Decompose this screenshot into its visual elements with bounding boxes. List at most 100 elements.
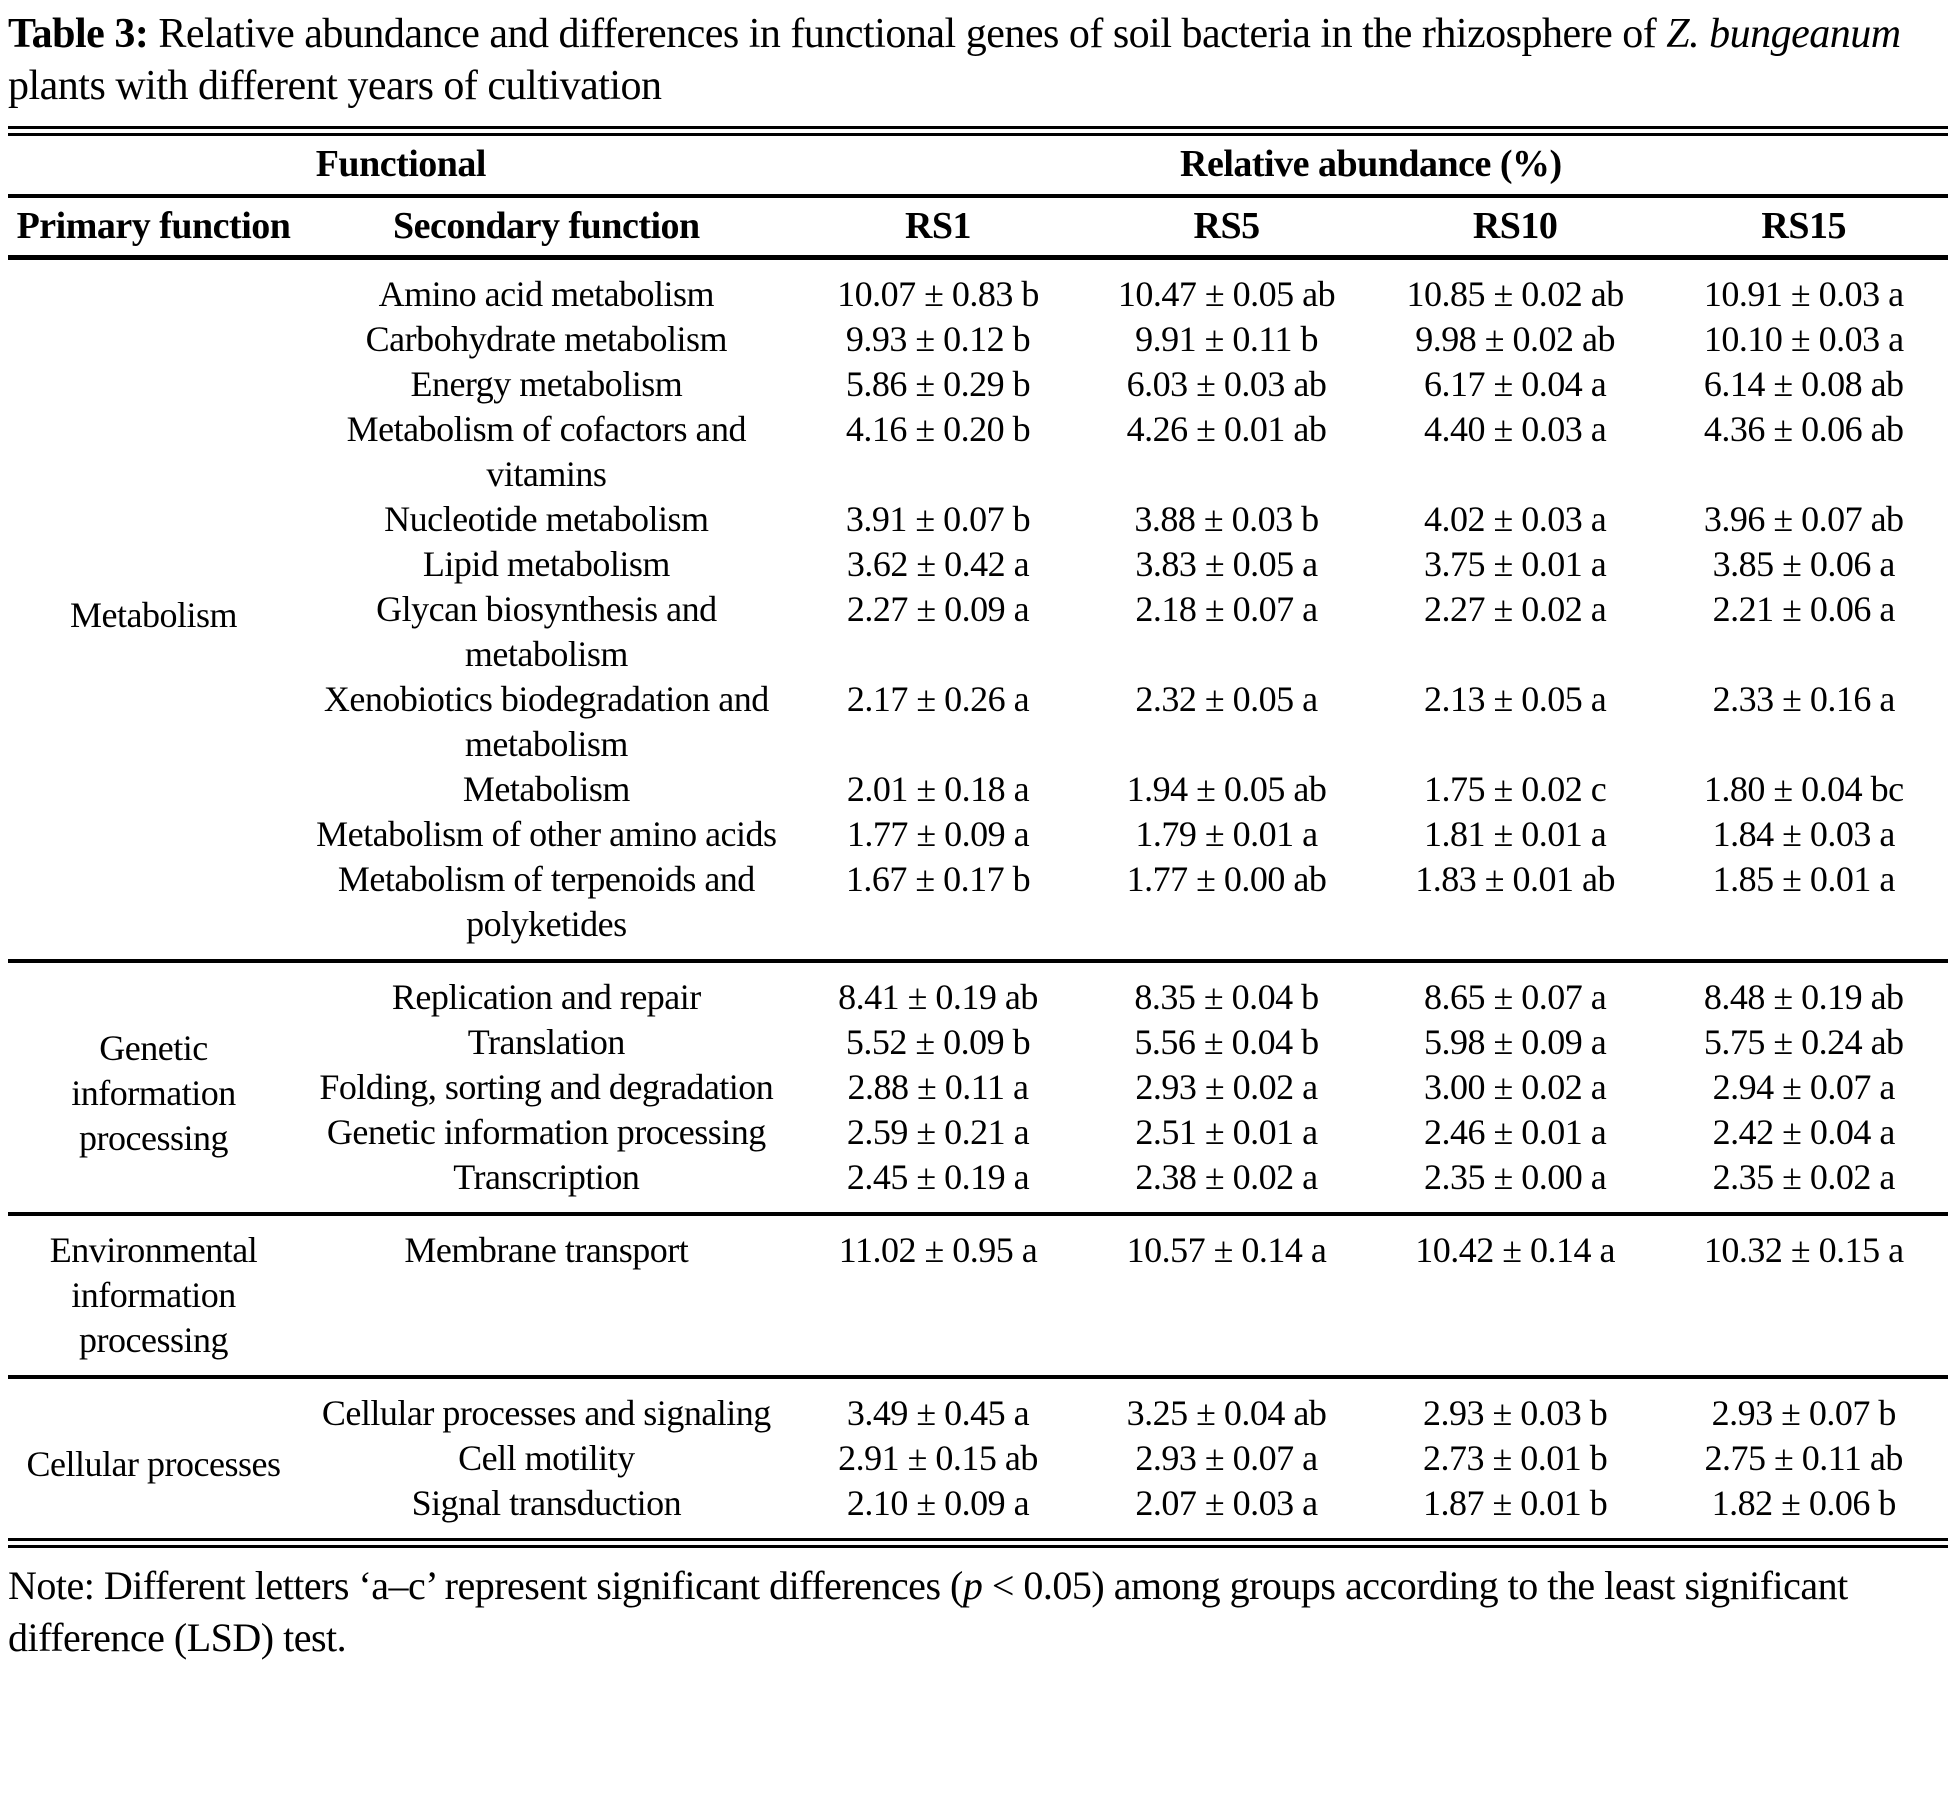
value-cell-rs5: 3.88 ± 0.03 b	[1134, 499, 1319, 540]
value-cell-rs1: 3.49 ± 0.45 a	[846, 1393, 1030, 1434]
table-row: Glycan biosynthesis and metabolism 2.27 ±…	[8, 587, 1948, 677]
secondary-function-cell: Transcription	[453, 1157, 640, 1198]
table-section-0: Metabolism Amino acid metabolism 10.07 ± 0…	[8, 257, 1948, 962]
value-cell-rs15: 5.75 ± 0.24 ab	[1703, 1022, 1904, 1063]
value-cell-rs10: 2.35 ± 0.00 a	[1423, 1157, 1607, 1198]
table-note: Note: Different letters ‘a–c’ represent …	[8, 1560, 1948, 1662]
value-cell-rs1: 2.45 ± 0.19 a	[846, 1157, 1030, 1198]
table-row: Genetic information processing Replicatio…	[8, 961, 1948, 1158]
value-cell-rs5: 1.79 ± 0.01 a	[1135, 814, 1318, 855]
value-cell-rs15: 3.96 ± 0.07 ab	[1703, 499, 1904, 540]
value-cell-rs5: 5.56 ± 0.04 b	[1134, 1022, 1319, 1063]
value-cell-rs5: 2.07 ± 0.03 a	[1135, 1483, 1318, 1524]
value-cell-rs10: 8.65 ± 0.07 a	[1423, 977, 1607, 1018]
caption-text: Relative abundance and differences in fu…	[148, 11, 1667, 57]
caption-text-tail: plants with different years of cultivati…	[8, 63, 662, 110]
value-cell-rs5: 2.18 ± 0.07 a	[1135, 589, 1318, 630]
value-cell-rs1: 1.77 ± 0.09 a	[846, 814, 1030, 855]
value-cell-rs5: 4.26 ± 0.01 ab	[1126, 409, 1327, 450]
secondary-function-cell: Xenobiotics biodegradation and metabolis…	[323, 679, 769, 765]
value-cell-rs10: 4.02 ± 0.03 a	[1423, 499, 1607, 540]
secondary-function-cell: Metabolism of cofactors and vitamins	[346, 409, 747, 495]
secondary-function-cell: Glycan biosynthesis and metabolism	[376, 589, 717, 675]
value-cell-rs1: 2.10 ± 0.09 a	[846, 1483, 1030, 1524]
value-cell-rs1: 11.02 ± 0.95 a	[838, 1230, 1038, 1271]
value-cell-rs1: 9.93 ± 0.12 b	[845, 319, 1031, 360]
table-row: Signal transduction 2.10 ± 0.09 a 2.07 ± 0…	[8, 1481, 1948, 1543]
table-row: Translation 5.52 ± 0.09 b 5.56 ± 0.04 b 5.9…	[8, 1020, 1948, 1065]
secondary-function-cell: Translation	[467, 1022, 626, 1063]
value-cell-rs15: 2.35 ± 0.02 a	[1712, 1157, 1896, 1198]
value-cell-rs5: 9.91 ± 0.11 b	[1135, 319, 1318, 360]
secondary-function-cell: Energy metabolism	[410, 364, 683, 405]
primary-function-cell: Genetic information processing	[71, 1028, 236, 1159]
table-row: Metabolism of terpenoids and polyketides…	[8, 857, 1948, 961]
column-header-rs1: RS1	[904, 204, 972, 247]
secondary-function-cell: Folding, sorting and degradation	[319, 1067, 774, 1108]
table-section-2: Environmental information processing Memb…	[8, 1214, 1948, 1377]
value-cell-rs15: 1.85 ± 0.01 a	[1712, 859, 1896, 900]
value-cell-rs1: 2.88 ± 0.11 a	[847, 1067, 1029, 1108]
table-row: Metabolism of other amino acids 1.77 ± 0.…	[8, 812, 1948, 857]
table-row: Metabolism 2.01 ± 0.18 a 1.94 ± 0.05 ab 1.7…	[8, 767, 1948, 812]
secondary-function-cell: Genetic information processing	[326, 1112, 766, 1153]
value-cell-rs5: 2.38 ± 0.02 a	[1135, 1157, 1318, 1198]
secondary-function-cell: Metabolism of terpenoids and polyketides	[337, 859, 755, 945]
value-cell-rs15: 2.75 ± 0.11 ab	[1704, 1438, 1903, 1479]
table-caption: Table 3: Relative abundance and differen…	[8, 8, 1948, 112]
primary-function-cell: Environmental information processing	[49, 1230, 258, 1361]
value-cell-rs15: 10.10 ± 0.03 a	[1703, 319, 1904, 360]
value-cell-rs5: 2.51 ± 0.01 a	[1135, 1112, 1318, 1153]
secondary-function-cell: Replication and repair	[391, 977, 701, 1018]
value-cell-rs10: 1.75 ± 0.02 c	[1423, 769, 1607, 810]
value-cell-rs15: 2.42 ± 0.04 a	[1712, 1112, 1896, 1153]
value-cell-rs1: 2.91 ± 0.15 ab	[838, 1438, 1038, 1479]
column-header-rs10: RS10	[1472, 204, 1558, 247]
value-cell-rs10: 6.17 ± 0.04 a	[1423, 364, 1607, 405]
table-row: Cellular processes Cellular processes and…	[8, 1377, 1948, 1484]
primary-function-cell: Cellular processes	[26, 1444, 281, 1485]
value-cell-rs5: 10.57 ± 0.14 a	[1126, 1230, 1327, 1271]
value-cell-rs5: 2.93 ± 0.02 a	[1135, 1067, 1318, 1108]
value-cell-rs15: 2.21 ± 0.06 a	[1712, 589, 1896, 630]
table-row: Energy metabolism 5.86 ± 0.29 b 6.03 ± 0.0…	[8, 362, 1948, 407]
value-cell-rs1: 8.41 ± 0.19 ab	[838, 977, 1038, 1018]
value-cell-rs1: 2.27 ± 0.09 a	[846, 589, 1030, 630]
value-cell-rs1: 1.67 ± 0.17 b	[845, 859, 1031, 900]
caption-label: Table 3:	[8, 11, 149, 57]
value-cell-rs15: 1.82 ± 0.06 b	[1711, 1483, 1897, 1524]
value-cell-rs10: 10.42 ± 0.14 a	[1415, 1230, 1615, 1271]
value-cell-rs10: 1.81 ± 0.01 a	[1423, 814, 1607, 855]
species-name: Z. bungeanum	[1666, 11, 1901, 57]
table-row: Transcription 2.45 ± 0.19 a 2.38 ± 0.02 a 2…	[8, 1155, 1948, 1214]
secondary-function-cell: Membrane transport	[404, 1230, 689, 1271]
value-cell-rs10: 3.00 ± 0.02 a	[1423, 1067, 1607, 1108]
secondary-function-cell: Lipid metabolism	[422, 544, 670, 585]
value-cell-rs1: 5.86 ± 0.29 b	[845, 364, 1031, 405]
group-header-functional: Functional	[315, 143, 487, 186]
table-row: Folding, sorting and degradation 2.88 ± 0…	[8, 1065, 1948, 1110]
column-header-rs5: RS5	[1193, 204, 1261, 247]
value-cell-rs5: 10.47 ± 0.05 ab	[1117, 274, 1336, 315]
value-cell-rs10: 4.40 ± 0.03 a	[1423, 409, 1607, 450]
column-header-primary-function: Primary function	[16, 204, 291, 247]
value-cell-rs15: 2.33 ± 0.16 a	[1712, 679, 1896, 720]
value-cell-rs1: 2.17 ± 0.26 a	[846, 679, 1030, 720]
value-cell-rs1: 4.16 ± 0.20 b	[845, 409, 1031, 450]
value-cell-rs10: 9.98 ± 0.02 ab	[1415, 319, 1615, 360]
value-cell-rs5: 6.03 ± 0.03 ab	[1126, 364, 1327, 405]
table-row: Cell motility 2.91 ± 0.15 ab 2.93 ± 0.07 a…	[8, 1436, 1948, 1481]
table-row: Carbohydrate metabolism 9.93 ± 0.12 b 9.91…	[8, 317, 1948, 362]
secondary-function-cell: Carbohydrate metabolism	[365, 319, 728, 360]
secondary-function-cell: Cell motility	[458, 1438, 635, 1479]
value-cell-rs10: 2.27 ± 0.02 a	[1423, 589, 1607, 630]
value-cell-rs5: 2.93 ± 0.07 a	[1135, 1438, 1318, 1479]
value-cell-rs10: 5.98 ± 0.09 a	[1423, 1022, 1607, 1063]
value-cell-rs5: 3.25 ± 0.04 ab	[1126, 1393, 1327, 1434]
column-header-row: Primary function Secondary function RS1 …	[8, 196, 1948, 258]
value-cell-rs10: 10.85 ± 0.02 ab	[1406, 274, 1624, 315]
value-cell-rs15: 2.94 ± 0.07 a	[1712, 1067, 1896, 1108]
value-cell-rs15: 6.14 ± 0.08 ab	[1703, 364, 1904, 405]
value-cell-rs10: 2.93 ± 0.03 b	[1422, 1393, 1608, 1434]
value-cell-rs10: 2.13 ± 0.05 a	[1423, 679, 1607, 720]
